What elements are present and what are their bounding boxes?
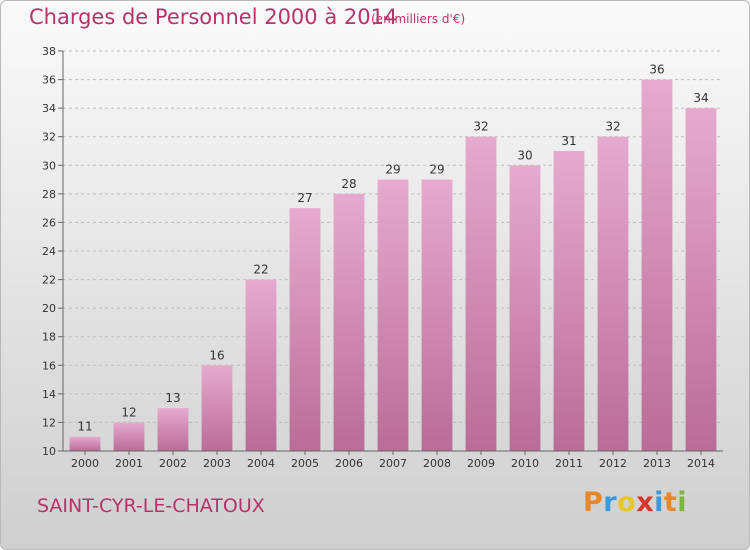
- bar-value-label: 36: [649, 63, 664, 77]
- logo-letter: t: [663, 487, 678, 518]
- y-tick-label: 30: [42, 159, 56, 172]
- chart-title: Charges de Personnel 2000 à 2014: [29, 5, 398, 29]
- bar: [421, 179, 453, 452]
- y-tick-label: 26: [42, 216, 56, 229]
- bar: [157, 408, 189, 451]
- x-tick-label: 2013: [643, 457, 671, 470]
- bar: [553, 151, 585, 451]
- bar-value-label: 11: [77, 420, 92, 434]
- bar: [377, 179, 409, 452]
- y-tick-label: 10: [42, 445, 56, 458]
- y-tick-label: 14: [42, 388, 56, 401]
- logo-letter: P: [583, 487, 604, 518]
- y-tick-label: 16: [42, 359, 56, 372]
- x-tick-label: 2002: [159, 457, 187, 470]
- bar: [69, 436, 101, 451]
- x-tick-label: 2007: [379, 457, 407, 470]
- x-tick-label: 2008: [423, 457, 451, 470]
- x-tick-label: 2003: [203, 457, 231, 470]
- proxiti-logo: Proxiti: [583, 487, 687, 518]
- x-tick-label: 2012: [599, 457, 627, 470]
- bar-value-label: 30: [517, 148, 532, 162]
- y-tick-label: 28: [42, 188, 56, 201]
- bar-value-label: 32: [605, 120, 620, 134]
- bar: [509, 165, 541, 452]
- x-tick-label: 2006: [335, 457, 363, 470]
- x-tick-label: 2005: [291, 457, 319, 470]
- x-tick-label: 2011: [555, 457, 583, 470]
- y-tick-label: 34: [42, 102, 56, 115]
- x-tick-label: 2004: [247, 457, 275, 470]
- y-tick-label: 18: [42, 331, 56, 344]
- bar-value-label: 32: [473, 120, 488, 134]
- bar-value-label: 29: [429, 163, 444, 177]
- chart-subtitle: (en milliers d'€): [371, 12, 466, 26]
- y-tick-label: 38: [42, 45, 56, 58]
- bar: [641, 79, 673, 452]
- bar-value-label: 22: [253, 263, 268, 277]
- logo-letter: i: [654, 487, 664, 518]
- y-tick-label: 36: [42, 74, 56, 87]
- x-tick-label: 2009: [467, 457, 495, 470]
- y-tick-label: 22: [42, 274, 56, 287]
- bar: [333, 193, 365, 451]
- y-tick-label: 12: [42, 416, 56, 429]
- y-tick-label: 32: [42, 131, 56, 144]
- bar-value-label: 34: [693, 91, 708, 105]
- logo-letter: o: [617, 487, 637, 518]
- logo-letter: x: [636, 487, 655, 518]
- x-tick-label: 2000: [71, 457, 99, 470]
- bar: [113, 422, 145, 451]
- bar-value-label: 31: [561, 134, 576, 148]
- bar-value-label: 13: [165, 391, 180, 405]
- x-tick-label: 2001: [115, 457, 143, 470]
- bar-value-label: 28: [341, 177, 356, 191]
- bar-value-label: 16: [209, 348, 224, 362]
- bar: [201, 365, 233, 451]
- bar: [465, 136, 497, 451]
- bar: [289, 208, 321, 451]
- bar-value-label: 29: [385, 163, 400, 177]
- bar-value-label: 12: [121, 405, 136, 419]
- commune-name: SAINT-CYR-LE-CHATOUX: [37, 495, 265, 517]
- x-tick-label: 2010: [511, 457, 539, 470]
- bar: [685, 108, 717, 452]
- bar: [597, 136, 629, 451]
- bar-value-label: 27: [297, 191, 312, 205]
- logo-letter: r: [603, 487, 618, 518]
- logo-letter: i: [677, 487, 688, 518]
- x-tick-label: 2014: [687, 457, 715, 470]
- y-tick-label: 20: [42, 302, 56, 315]
- y-tick-label: 24: [42, 245, 56, 258]
- bar: [245, 279, 277, 451]
